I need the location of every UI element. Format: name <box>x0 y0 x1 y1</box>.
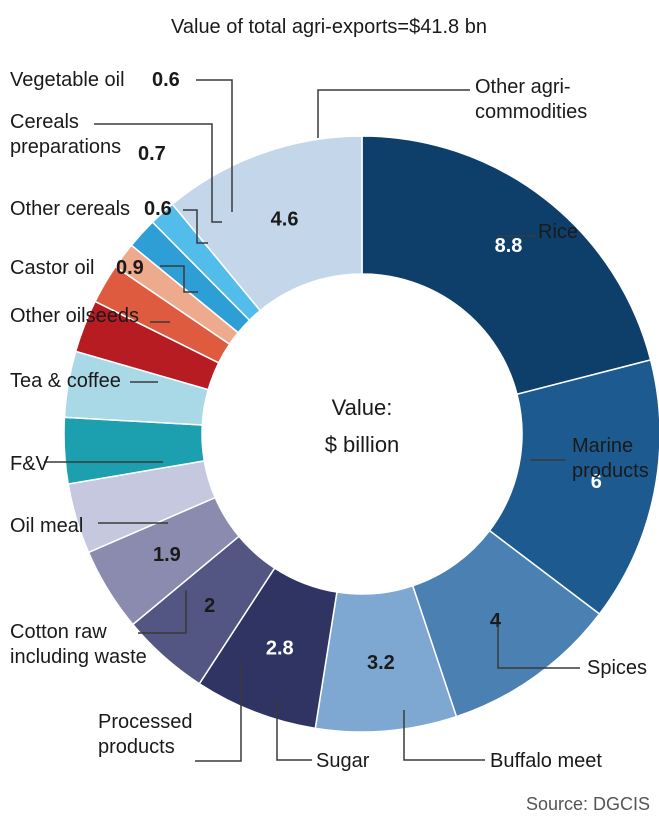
value-label-vegetable-oil: 0.6 <box>152 69 180 91</box>
category-label-cotton-raw-including-waste-line-2: including waste <box>10 646 147 668</box>
value-label-rice: 8.8 <box>495 235 523 257</box>
leader-line-processed-products <box>195 662 242 762</box>
category-label-other-cereals: Other cereals <box>10 198 130 220</box>
category-label-tea-coffee: Tea & coffee <box>10 370 121 392</box>
leader-line-spices <box>497 624 580 669</box>
category-label-rice: Rice <box>538 221 578 243</box>
category-label-f-v: F&V <box>10 453 50 475</box>
value-label-other-cereals: 0.6 <box>144 198 172 220</box>
category-label-other-oilseeds: Other oilseeds <box>10 305 139 327</box>
value-label-other-agri-commodities: 4.6 <box>271 208 299 230</box>
category-label-cereals-preparations-line-2: preparations <box>10 136 121 158</box>
leader-line-other-agri-commodities <box>317 89 470 138</box>
category-label-processed-products-line-1: Processed <box>98 711 193 733</box>
leader-line-other-cereals <box>183 209 208 244</box>
value-label-sugar: 2.8 <box>266 638 294 660</box>
chart-subtitle: Value of total agri-exports=$41.8 bn <box>171 16 487 38</box>
value-label-buffalo-meet: 3.2 <box>367 652 395 674</box>
value-label-marine-products: 6 <box>591 471 602 493</box>
slice-marine-products <box>488 359 659 616</box>
category-label-processed-products-line-2: products <box>98 736 175 758</box>
category-label-castor-oil: Castor oil <box>10 257 94 279</box>
leader-line-cereals-preparations <box>94 123 222 223</box>
category-label-cotton-raw-including-waste-line-1: Cotton raw <box>10 621 107 643</box>
leader-line-cotton-raw-including-waste <box>138 590 187 634</box>
leader-line-castor-oil <box>160 265 198 293</box>
slice-rice <box>361 135 652 396</box>
value-label-cereals-preparations: 0.7 <box>138 143 166 165</box>
category-label-marine-products-line-2: products <box>572 460 649 482</box>
value-label-castor-oil: 0.9 <box>116 257 144 279</box>
center-label-line-1: Value: <box>332 395 393 420</box>
category-label-cereals-preparations-line-1: Cereals <box>10 111 79 133</box>
category-label-spices: Spices <box>587 657 647 679</box>
category-label-sugar: Sugar <box>316 750 370 772</box>
leader-line-vegetable-oil <box>196 79 233 212</box>
center-label-line-2: $ billion <box>325 432 400 457</box>
value-label-spices: 4 <box>490 610 502 632</box>
category-label-other-agri-commodities-line-1: Other agri- <box>475 76 571 98</box>
category-label-oil-meal: Oil meal <box>10 515 83 537</box>
category-label-vegetable-oil: Vegetable oil <box>10 69 125 91</box>
source-note: Source: DGCIS <box>526 794 650 814</box>
category-label-marine-products-line-1: Marine <box>572 435 633 457</box>
category-label-buffalo-meet: Buffalo meet <box>490 750 602 772</box>
leader-line-buffalo-meet <box>403 710 485 761</box>
leader-line-sugar <box>276 700 312 761</box>
category-label-other-agri-commodities-line-2: commodities <box>475 101 587 123</box>
slice-other-agri-commodities <box>171 135 363 312</box>
value-label-processed-products: 2 <box>204 595 215 617</box>
value-label-cotton-raw-including-waste: 1.9 <box>153 544 181 566</box>
